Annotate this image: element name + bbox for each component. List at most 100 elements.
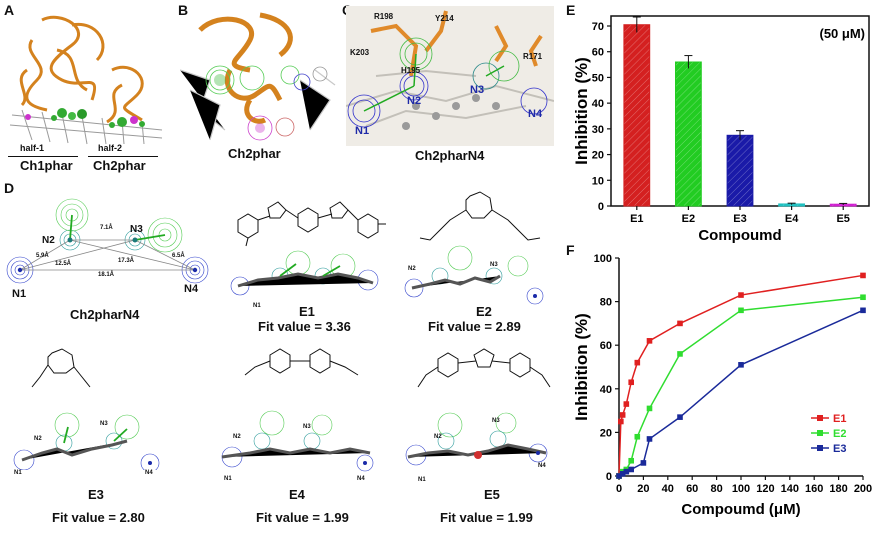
half2-label: half-2 (98, 143, 123, 153)
pharm-point-n1: N1 (12, 288, 27, 300)
y-tick-label-f: 100 (594, 253, 612, 265)
panel-c-structure-image (346, 6, 554, 146)
distance-n2-n3: 7.1Å (100, 225, 113, 231)
x-tick-label-f: 180 (829, 483, 847, 495)
e1-point-n1: N1 (253, 303, 261, 309)
point-e2 (738, 307, 744, 314)
e2-fit-value: Fit value = 2.89 (428, 319, 521, 334)
compound-e3-structure (13, 348, 160, 470)
e2-point-n3: N3 (490, 262, 498, 268)
e3-point-n4: N4 (145, 470, 153, 476)
x-tick-label-f: 120 (756, 483, 774, 495)
pharm-point-n2: N2 (42, 235, 55, 246)
pharm-point-n3: N3 (130, 224, 143, 235)
point-e3 (623, 468, 630, 475)
point-e3 (646, 436, 653, 442)
pharm-point-n4: N4 (184, 283, 199, 295)
x-tick-label-f: 200 (854, 483, 872, 495)
y-tick-label-e: 50 (592, 72, 604, 84)
point-e3 (738, 362, 744, 368)
legend-marker-e2 (817, 430, 823, 436)
y-axis-label-f: Inhibition (%) (572, 313, 591, 421)
ch2phar-label-b: Ch2phar (228, 146, 281, 161)
point-e1 (646, 338, 653, 344)
bar-chart-e: 0 10 20 30 40 50 60 70 E1 E2 E3 E4 E5 Compoumd Inhibit… (572, 15, 870, 244)
compound-e5-structure (405, 348, 551, 466)
point-e1 (619, 412, 626, 418)
x-tick-label-e1: E1 (630, 213, 643, 225)
ch1phar-label: Ch1phar (20, 158, 73, 173)
y-tick-label-e: 30 (592, 124, 604, 136)
residue-h195: H195 (401, 66, 421, 75)
point-e3 (640, 460, 647, 466)
point-n4-c: N4 (528, 108, 543, 120)
distance-n2-n4: 17.3Å (118, 258, 135, 264)
point-e1 (618, 418, 624, 425)
point-e2 (646, 405, 653, 412)
e5-point-n2: N2 (434, 434, 442, 440)
e3-point-n3: N3 (100, 421, 108, 427)
x-axis-label-f: Compoumd (μM) (681, 501, 800, 518)
e4-point-n4: N4 (357, 476, 365, 482)
y-tick-label-e: 0 (598, 201, 604, 213)
compound-e1-structure (230, 201, 386, 296)
bar-e3 (726, 134, 754, 207)
residue-k203: K203 (350, 48, 370, 57)
compound-e4-structure (221, 348, 374, 472)
y-tick-label-f: 80 (600, 297, 612, 309)
y-tick-label-e: 10 (592, 175, 604, 187)
y-tick-label-f: 40 (600, 384, 612, 396)
y-tick-label-f: 0 (606, 471, 612, 483)
bar-e2 (675, 61, 702, 207)
ch2phar-label-a: Ch2phar (93, 158, 146, 173)
x-tick-label-f: 160 (805, 483, 823, 495)
panel-label-a: A (4, 2, 15, 18)
distance-n1-n4: 18.1Å (98, 272, 115, 278)
point-e1 (628, 379, 634, 386)
e4-point-n3: N3 (303, 424, 311, 430)
panel-a-structure-image (2, 10, 172, 155)
e3-fit-value: Fit value = 2.80 (52, 510, 145, 525)
e1-name: E1 (299, 304, 315, 319)
half1-bracket (8, 156, 78, 157)
point-e3 (619, 471, 626, 477)
point-e1 (634, 359, 641, 366)
point-e3 (628, 466, 634, 473)
x-tick-label-f: 60 (686, 483, 698, 495)
e3-name: E3 (88, 487, 104, 502)
point-e1 (623, 401, 630, 407)
e3-point-n1: N1 (14, 470, 22, 476)
e2-name: E2 (476, 304, 492, 319)
x-tick-label-f: 40 (662, 483, 674, 495)
legend-label-e2: E2 (833, 428, 846, 440)
panel-label-b: B (178, 2, 189, 18)
distance-n1-n3: 12.5Å (55, 261, 72, 267)
y-axis-label-e: Inhibition (%) (572, 57, 591, 165)
line-chart-f: 0 20 40 60 80 100 0 20 40 60 80 100 120 140 160 180 200 E… (572, 253, 872, 518)
e5-point-n1: N1 (418, 477, 426, 483)
e5-point-n3: N3 (492, 418, 500, 424)
e2-point-n2: N2 (408, 266, 416, 272)
y-tick-label-f: 20 (600, 427, 612, 439)
point-e2 (628, 457, 634, 464)
e3-point-n2: N2 (34, 436, 42, 442)
y-tick-label-e: 40 (592, 98, 604, 110)
x-tick-label-e2: E2 (682, 213, 695, 225)
panel-label-e: E (566, 2, 576, 18)
y-tick-label-e: 70 (592, 21, 604, 33)
e5-name: E5 (484, 487, 500, 502)
e1-fit-value: Fit value = 3.36 (258, 319, 351, 334)
legend-label-e1: E1 (833, 413, 846, 425)
e4-point-n1: N1 (224, 476, 232, 482)
distance-n3-n4: 6.5Å (172, 253, 185, 259)
residue-y214: Y214 (435, 14, 454, 23)
point-e2 (634, 433, 641, 440)
legend-label-e3: E3 (833, 443, 846, 455)
x-axis-label-e: Compoumd (698, 227, 781, 244)
y-tick-label-e: 20 (592, 150, 604, 162)
x-tick-label-e5: E5 (836, 213, 849, 225)
point-e3 (677, 414, 683, 420)
point-n1-c: N1 (355, 125, 370, 137)
ch2pharn4-label-c: Ch2pharN4 (415, 148, 485, 163)
point-e2 (860, 294, 866, 301)
